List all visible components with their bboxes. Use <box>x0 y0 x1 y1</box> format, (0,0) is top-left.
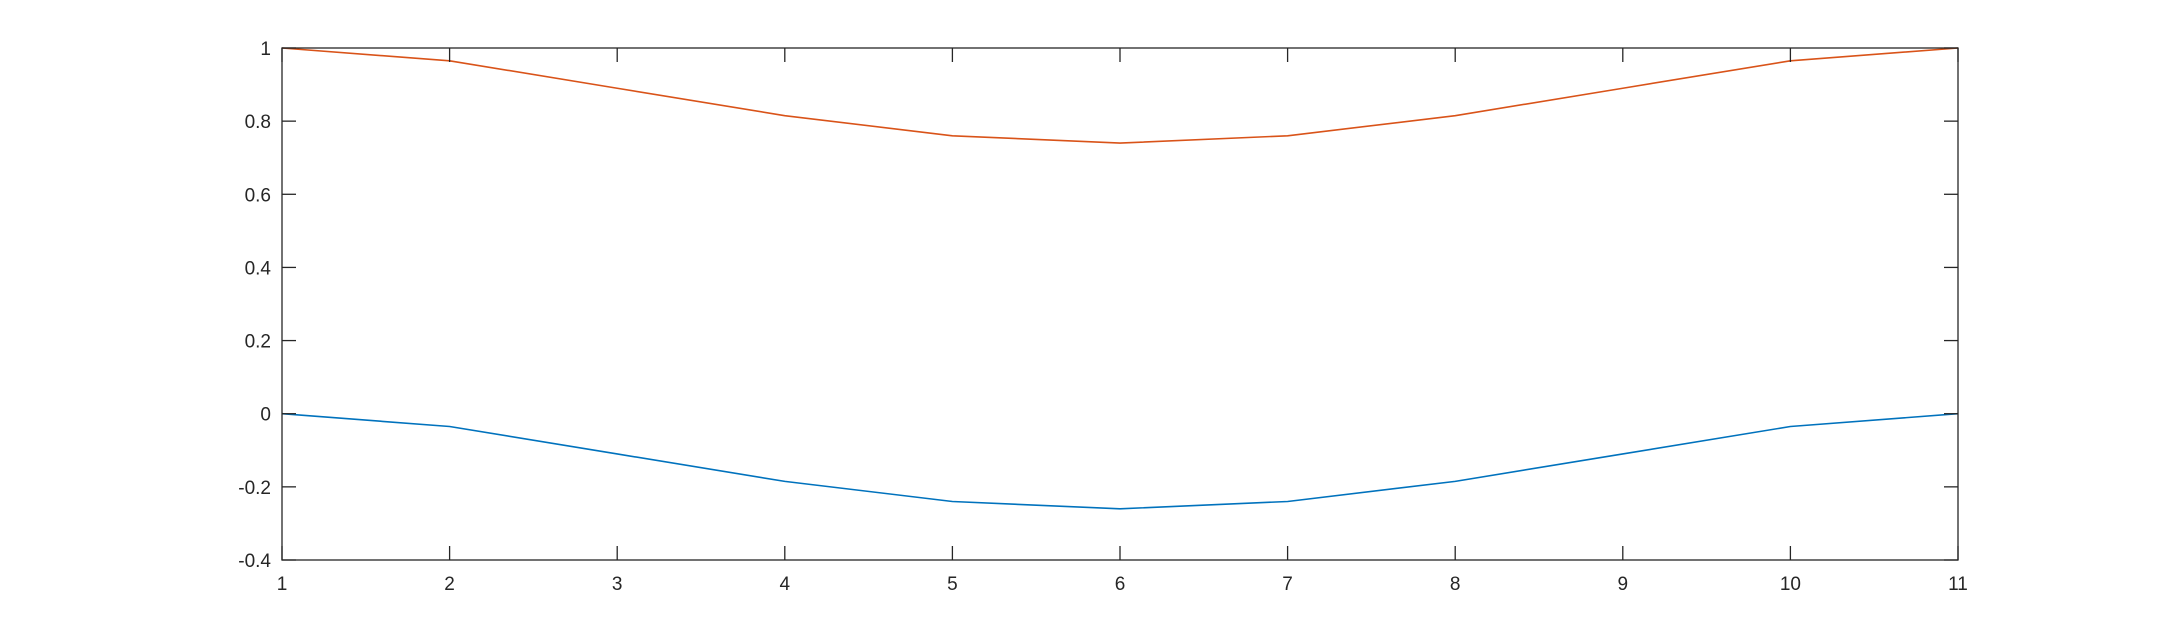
x-tick-label: 7 <box>1282 574 1293 595</box>
y-tick-label: 0.4 <box>245 258 272 279</box>
x-tick-label: 9 <box>1618 574 1629 595</box>
x-tick-label: 11 <box>1948 574 1968 595</box>
x-tick-label: 8 <box>1450 574 1461 595</box>
y-tick-label: 0.6 <box>245 185 271 206</box>
x-tick-label: 3 <box>612 574 623 595</box>
y-tick-labels: -0.4 -0.2 0 0.2 0.4 0.6 0.8 1 <box>238 39 271 572</box>
x-tick-label: 1 <box>277 574 288 595</box>
x-tick-label: 10 <box>1780 574 1801 595</box>
x-tick-label: 5 <box>947 574 958 595</box>
y-tick-label: -0.4 <box>238 551 271 572</box>
y-tick-label: 1 <box>260 39 271 60</box>
y-tick-label: 0.2 <box>245 332 271 353</box>
x-tick-labels: 1 2 3 4 5 6 7 8 9 10 11 <box>277 574 1968 595</box>
x-tick-label: 2 <box>444 574 455 595</box>
y-tick-label: 0.8 <box>245 112 271 133</box>
series-line-2 <box>281 412 1959 510</box>
series-line-1 <box>281 47 1959 144</box>
ticks-layer <box>281 47 1959 561</box>
y-tick-label: -0.2 <box>238 478 271 499</box>
x-tick-label: 6 <box>1115 574 1126 595</box>
series-layer <box>281 47 1959 510</box>
y-tick-label: 0 <box>260 405 271 426</box>
axes-box <box>281 47 1959 561</box>
x-tick-label: 4 <box>780 574 791 595</box>
